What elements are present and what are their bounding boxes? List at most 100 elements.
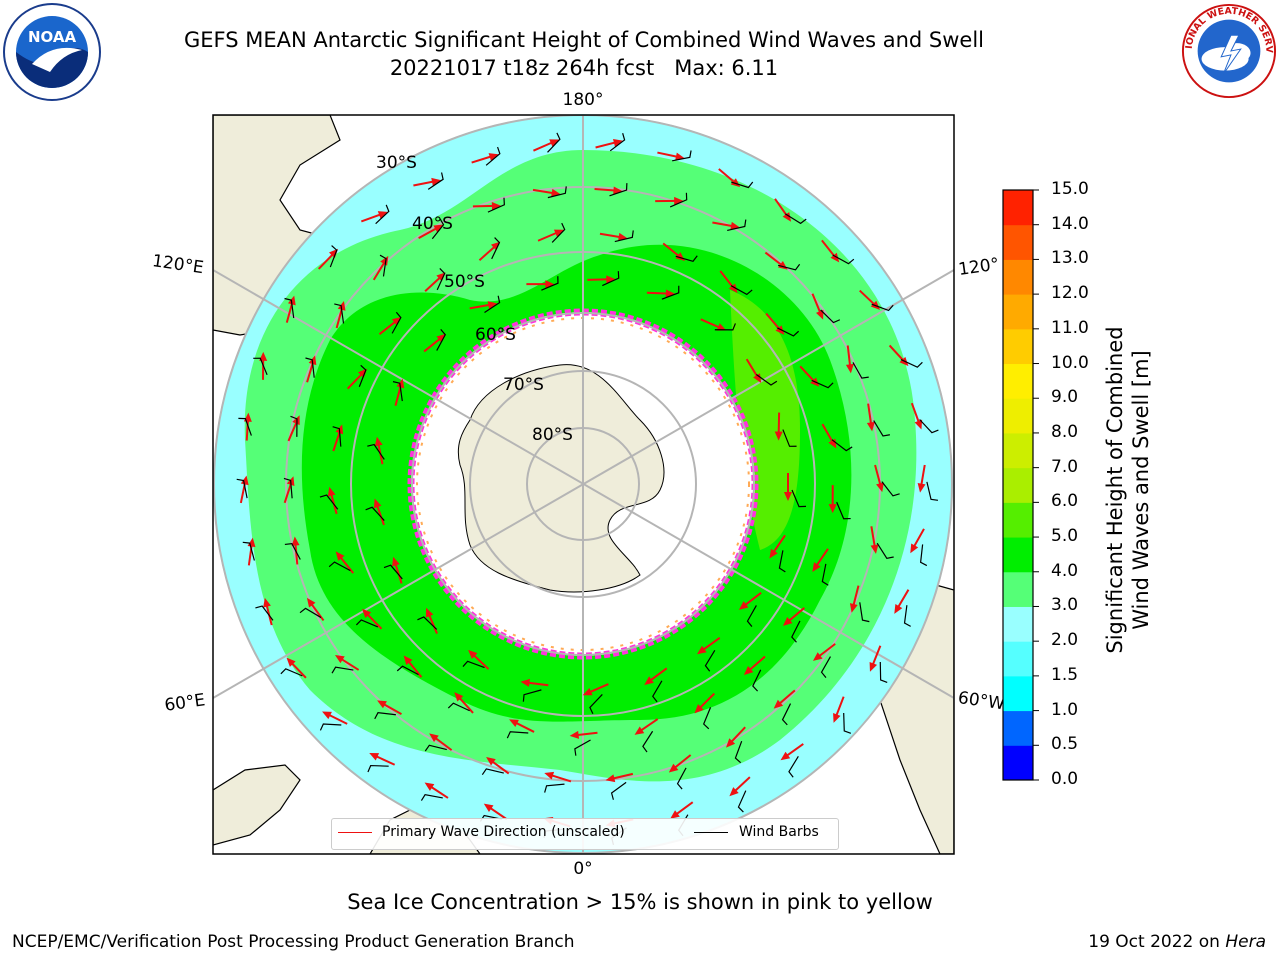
colorbar-title: Significant Height of Combined Wind Wave… bbox=[1102, 300, 1162, 680]
wind-barb bbox=[791, 620, 801, 643]
wave-direction-arrow bbox=[394, 562, 403, 584]
wind-barb bbox=[574, 739, 591, 756]
wave-arrow-head bbox=[436, 333, 446, 343]
lat-label-40s: 40°S bbox=[412, 214, 453, 234]
antarctica-land bbox=[457, 364, 665, 593]
wave-direction-arrow bbox=[799, 365, 816, 384]
wind-barb bbox=[420, 793, 443, 801]
wave-arrow-head bbox=[780, 751, 791, 761]
wind-barb bbox=[926, 481, 939, 501]
wave-arrow-head bbox=[334, 654, 345, 664]
colorbar-segment bbox=[1003, 571, 1033, 607]
wind-barb bbox=[481, 768, 504, 775]
wave-direction-arrow bbox=[423, 336, 442, 353]
wave-arrow-head bbox=[774, 431, 783, 441]
wave-arrow-head bbox=[392, 556, 400, 567]
wind-barb bbox=[485, 146, 501, 166]
wave-arrow-head bbox=[454, 692, 464, 702]
africa-land bbox=[213, 764, 301, 846]
wave-arrow-head bbox=[605, 774, 616, 783]
wave-arrow-head bbox=[869, 661, 878, 672]
wave-arrow-head bbox=[431, 177, 441, 186]
wind-barb bbox=[879, 661, 888, 683]
wave-arrows bbox=[236, 132, 939, 846]
wave-direction-arrow bbox=[326, 713, 348, 725]
wind-barb bbox=[836, 501, 851, 520]
wave-arrow-head bbox=[291, 536, 300, 546]
wave-direction-arrow bbox=[701, 637, 721, 652]
wave-direction-arrow bbox=[294, 542, 299, 565]
wave-arrow-head bbox=[429, 733, 439, 742]
wave-arrow-head bbox=[784, 492, 792, 501]
wind-barb bbox=[328, 561, 351, 572]
colorbar-tick-label: 2.0 bbox=[1051, 630, 1079, 651]
wave-direction-arrow bbox=[360, 212, 383, 223]
wave-arrow-head bbox=[582, 687, 593, 696]
wave-arrow-head bbox=[286, 657, 296, 667]
wave-direction-arrow bbox=[638, 718, 659, 733]
wind-barb bbox=[238, 417, 252, 436]
wind-barb bbox=[859, 602, 870, 623]
wind-barb bbox=[417, 616, 438, 630]
wind-barb bbox=[589, 694, 603, 715]
wave-direction-arrow bbox=[662, 242, 681, 258]
wind-barb bbox=[777, 327, 800, 337]
wind-barb bbox=[544, 783, 565, 793]
colorbar-tick-label: 1.0 bbox=[1051, 699, 1079, 720]
wave-arrow-head bbox=[553, 229, 564, 237]
wind-barb bbox=[785, 213, 807, 225]
lon-label-bottom: 0° bbox=[573, 859, 592, 879]
wave-direction-arrow bbox=[339, 657, 360, 671]
wind-barb bbox=[427, 172, 444, 190]
colorbar-tick-label: 4.0 bbox=[1051, 560, 1079, 581]
wave-direction-arrow bbox=[867, 403, 873, 426]
wind-barb bbox=[365, 506, 385, 521]
wind-barb bbox=[283, 477, 293, 499]
wave-arrow-head bbox=[259, 351, 268, 361]
wave-direction-arrow bbox=[309, 602, 325, 622]
wind-barb bbox=[242, 541, 255, 561]
wave-arrow-head bbox=[753, 373, 762, 384]
wave-arrow-head bbox=[738, 601, 749, 610]
wave-arrow-head bbox=[403, 655, 413, 665]
wind-barb bbox=[487, 197, 505, 213]
wave-direction-arrow bbox=[587, 683, 609, 694]
colorbar-tick-label: 6.0 bbox=[1051, 491, 1079, 512]
wave-direction-arrow bbox=[317, 252, 335, 270]
wind-barb bbox=[881, 481, 900, 497]
colorbar-tick-label: 14.0 bbox=[1051, 213, 1089, 234]
wave-arrow-head bbox=[866, 421, 875, 432]
wind-barb bbox=[383, 564, 403, 580]
wave-arrow-head bbox=[425, 607, 434, 618]
wind-barb bbox=[547, 132, 561, 153]
wave-direction-arrow bbox=[852, 585, 860, 608]
wave-arrow-head bbox=[674, 196, 684, 205]
wave-direction-arrow bbox=[338, 555, 355, 574]
wind-barb bbox=[436, 268, 446, 291]
wind-barb bbox=[876, 542, 894, 560]
wave-arrow-head bbox=[876, 482, 884, 493]
wave-arrow-head bbox=[668, 763, 679, 773]
wave-arrow-head bbox=[743, 666, 754, 675]
wind-barb bbox=[811, 379, 834, 389]
wave-arrow-head bbox=[335, 551, 345, 561]
wind-barb bbox=[919, 544, 928, 567]
wave-arrow-head bbox=[374, 436, 383, 447]
wind-barb bbox=[431, 218, 445, 240]
wave-arrow-head bbox=[845, 363, 854, 374]
wind-barb bbox=[358, 364, 367, 387]
colorbar-segment bbox=[1003, 745, 1033, 781]
wave-arrow-head bbox=[487, 301, 498, 309]
wave-direction-arrow bbox=[490, 759, 510, 775]
lon-label-lower-right: 60°W bbox=[957, 688, 1006, 714]
wave-arrow-head bbox=[914, 419, 923, 430]
wave-direction-arrow bbox=[912, 528, 925, 549]
wind-barb bbox=[379, 254, 387, 277]
wave-direction-arrow bbox=[413, 180, 436, 187]
wave-direction-arrow bbox=[859, 289, 877, 307]
wind-barb bbox=[447, 702, 470, 712]
wave-arrow-head bbox=[870, 544, 879, 554]
wave-arrow-head bbox=[369, 753, 380, 761]
wave-arrow-head bbox=[833, 712, 841, 723]
map-legend: Primary Wave Direction (unscaled) Wind B… bbox=[331, 818, 839, 850]
